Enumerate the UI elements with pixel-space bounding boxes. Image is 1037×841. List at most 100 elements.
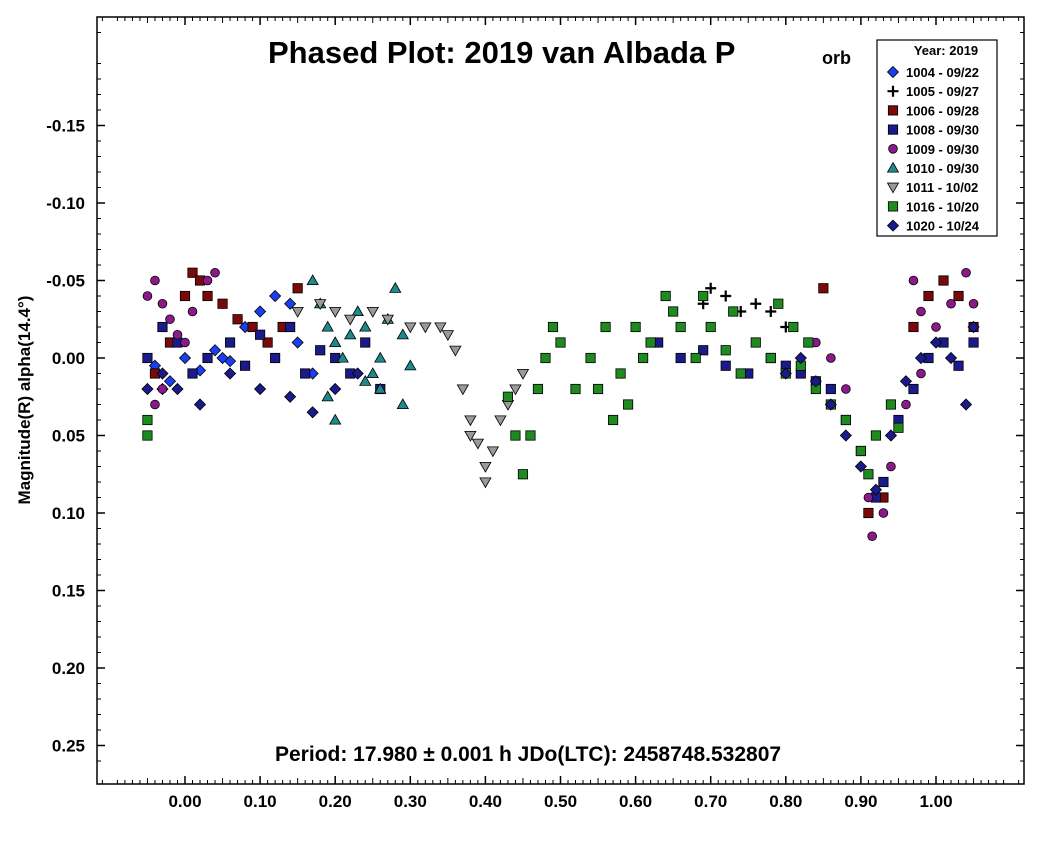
period-footer: Period: 17.980 ± 0.001 h JDo(LTC): 24587…	[275, 743, 781, 766]
data-point	[366, 306, 379, 318]
data-point	[419, 322, 432, 334]
legend-marker	[887, 105, 899, 116]
data-point	[142, 414, 153, 426]
data-point	[479, 477, 492, 489]
data-point	[592, 383, 604, 395]
data-point	[840, 414, 851, 426]
data-point	[854, 460, 867, 473]
data-point	[216, 351, 229, 365]
data-point	[540, 352, 551, 364]
data-point	[285, 321, 296, 333]
legend-marker	[886, 161, 900, 173]
data-point	[142, 352, 153, 364]
x-tick-label: 0.70	[694, 792, 727, 811]
data-point	[360, 337, 371, 348]
data-point	[262, 337, 273, 348]
data-point	[351, 305, 364, 317]
data-point	[914, 351, 928, 365]
data-point	[916, 306, 926, 317]
data-point	[607, 414, 619, 426]
data-point	[306, 274, 319, 286]
data-point	[300, 368, 311, 379]
data-point	[292, 283, 303, 294]
y-axis: -0.15 -0.10 -0.05 0.00 0.05 0.10 0.15 0.20 0.25	[46, 32, 1024, 762]
x-tick-label: 0.20	[319, 792, 352, 811]
data-point	[825, 383, 836, 395]
x-tick-label: 0.10	[244, 792, 277, 811]
data-point	[916, 368, 926, 379]
data-point	[931, 322, 941, 332]
data-point	[698, 345, 709, 356]
data-point	[773, 298, 784, 309]
data-point	[321, 390, 334, 402]
data-point	[179, 290, 191, 302]
data-point	[329, 306, 342, 318]
data-point	[967, 320, 980, 334]
series-group	[142, 290, 904, 480]
data-point	[863, 469, 874, 480]
data-point	[826, 353, 836, 363]
data-point	[794, 351, 807, 365]
data-point	[284, 390, 297, 403]
data-point	[254, 382, 267, 396]
legend-label: 1010 - 09/30	[906, 161, 979, 176]
y-tick-label: 0.15	[52, 582, 85, 601]
data-point	[329, 336, 342, 348]
series-group	[141, 320, 980, 496]
data-point	[404, 322, 417, 334]
y-tick-label: 0.00	[52, 349, 85, 368]
data-point	[705, 321, 716, 333]
data-point	[270, 352, 281, 364]
data-point	[202, 352, 213, 364]
data-point	[600, 321, 611, 333]
data-point	[150, 399, 160, 410]
data-point	[374, 382, 387, 394]
legend-title: Year: 2019	[914, 43, 978, 58]
legend-label: 1006 - 09/28	[906, 103, 979, 118]
data-point	[824, 398, 837, 411]
y-axis-label: Magnitude(R) alpha(14.4°)	[15, 296, 34, 505]
data-point	[788, 321, 799, 333]
data-points	[141, 267, 980, 542]
data-point	[336, 351, 349, 363]
legend-label: 1011 - 10/02	[906, 180, 978, 195]
data-point	[585, 352, 596, 364]
data-point	[479, 461, 492, 473]
data-point	[863, 492, 874, 503]
data-point	[247, 321, 258, 333]
x-axis: 0.00 0.10 0.20 0.30 0.40 0.50 0.60 0.70 0.80 0.90…	[101, 17, 1020, 811]
data-point	[223, 367, 237, 380]
data-point	[779, 367, 792, 380]
y-tick-label: 0.10	[52, 504, 85, 523]
legend-marker	[886, 65, 900, 79]
data-point	[765, 306, 777, 317]
data-point	[187, 368, 198, 379]
y-tick-label: -0.10	[46, 194, 85, 213]
data-point	[720, 345, 731, 356]
data-point	[255, 329, 266, 340]
data-point	[313, 299, 327, 311]
data-point	[464, 415, 477, 427]
data-point	[938, 275, 949, 286]
data-point	[240, 360, 251, 371]
data-point	[329, 382, 342, 396]
data-point	[486, 446, 500, 458]
data-point	[645, 337, 656, 348]
data-point	[660, 290, 671, 302]
data-point	[923, 290, 934, 302]
data-point	[351, 367, 364, 380]
data-point	[839, 429, 852, 442]
data-point	[886, 461, 896, 472]
y-tick-label: -0.15	[46, 117, 85, 136]
legend-label: 1005 - 09/27	[906, 84, 979, 99]
legend-label: 1020 - 10/24	[906, 219, 980, 234]
data-point	[893, 422, 904, 433]
y-tick-label: 0.05	[52, 427, 85, 446]
data-point	[547, 321, 559, 333]
data-point	[532, 383, 544, 395]
data-point	[867, 531, 877, 542]
data-point	[878, 508, 889, 518]
data-point	[615, 368, 626, 379]
data-point	[464, 430, 477, 442]
x-tick-label: 0.00	[168, 792, 201, 811]
